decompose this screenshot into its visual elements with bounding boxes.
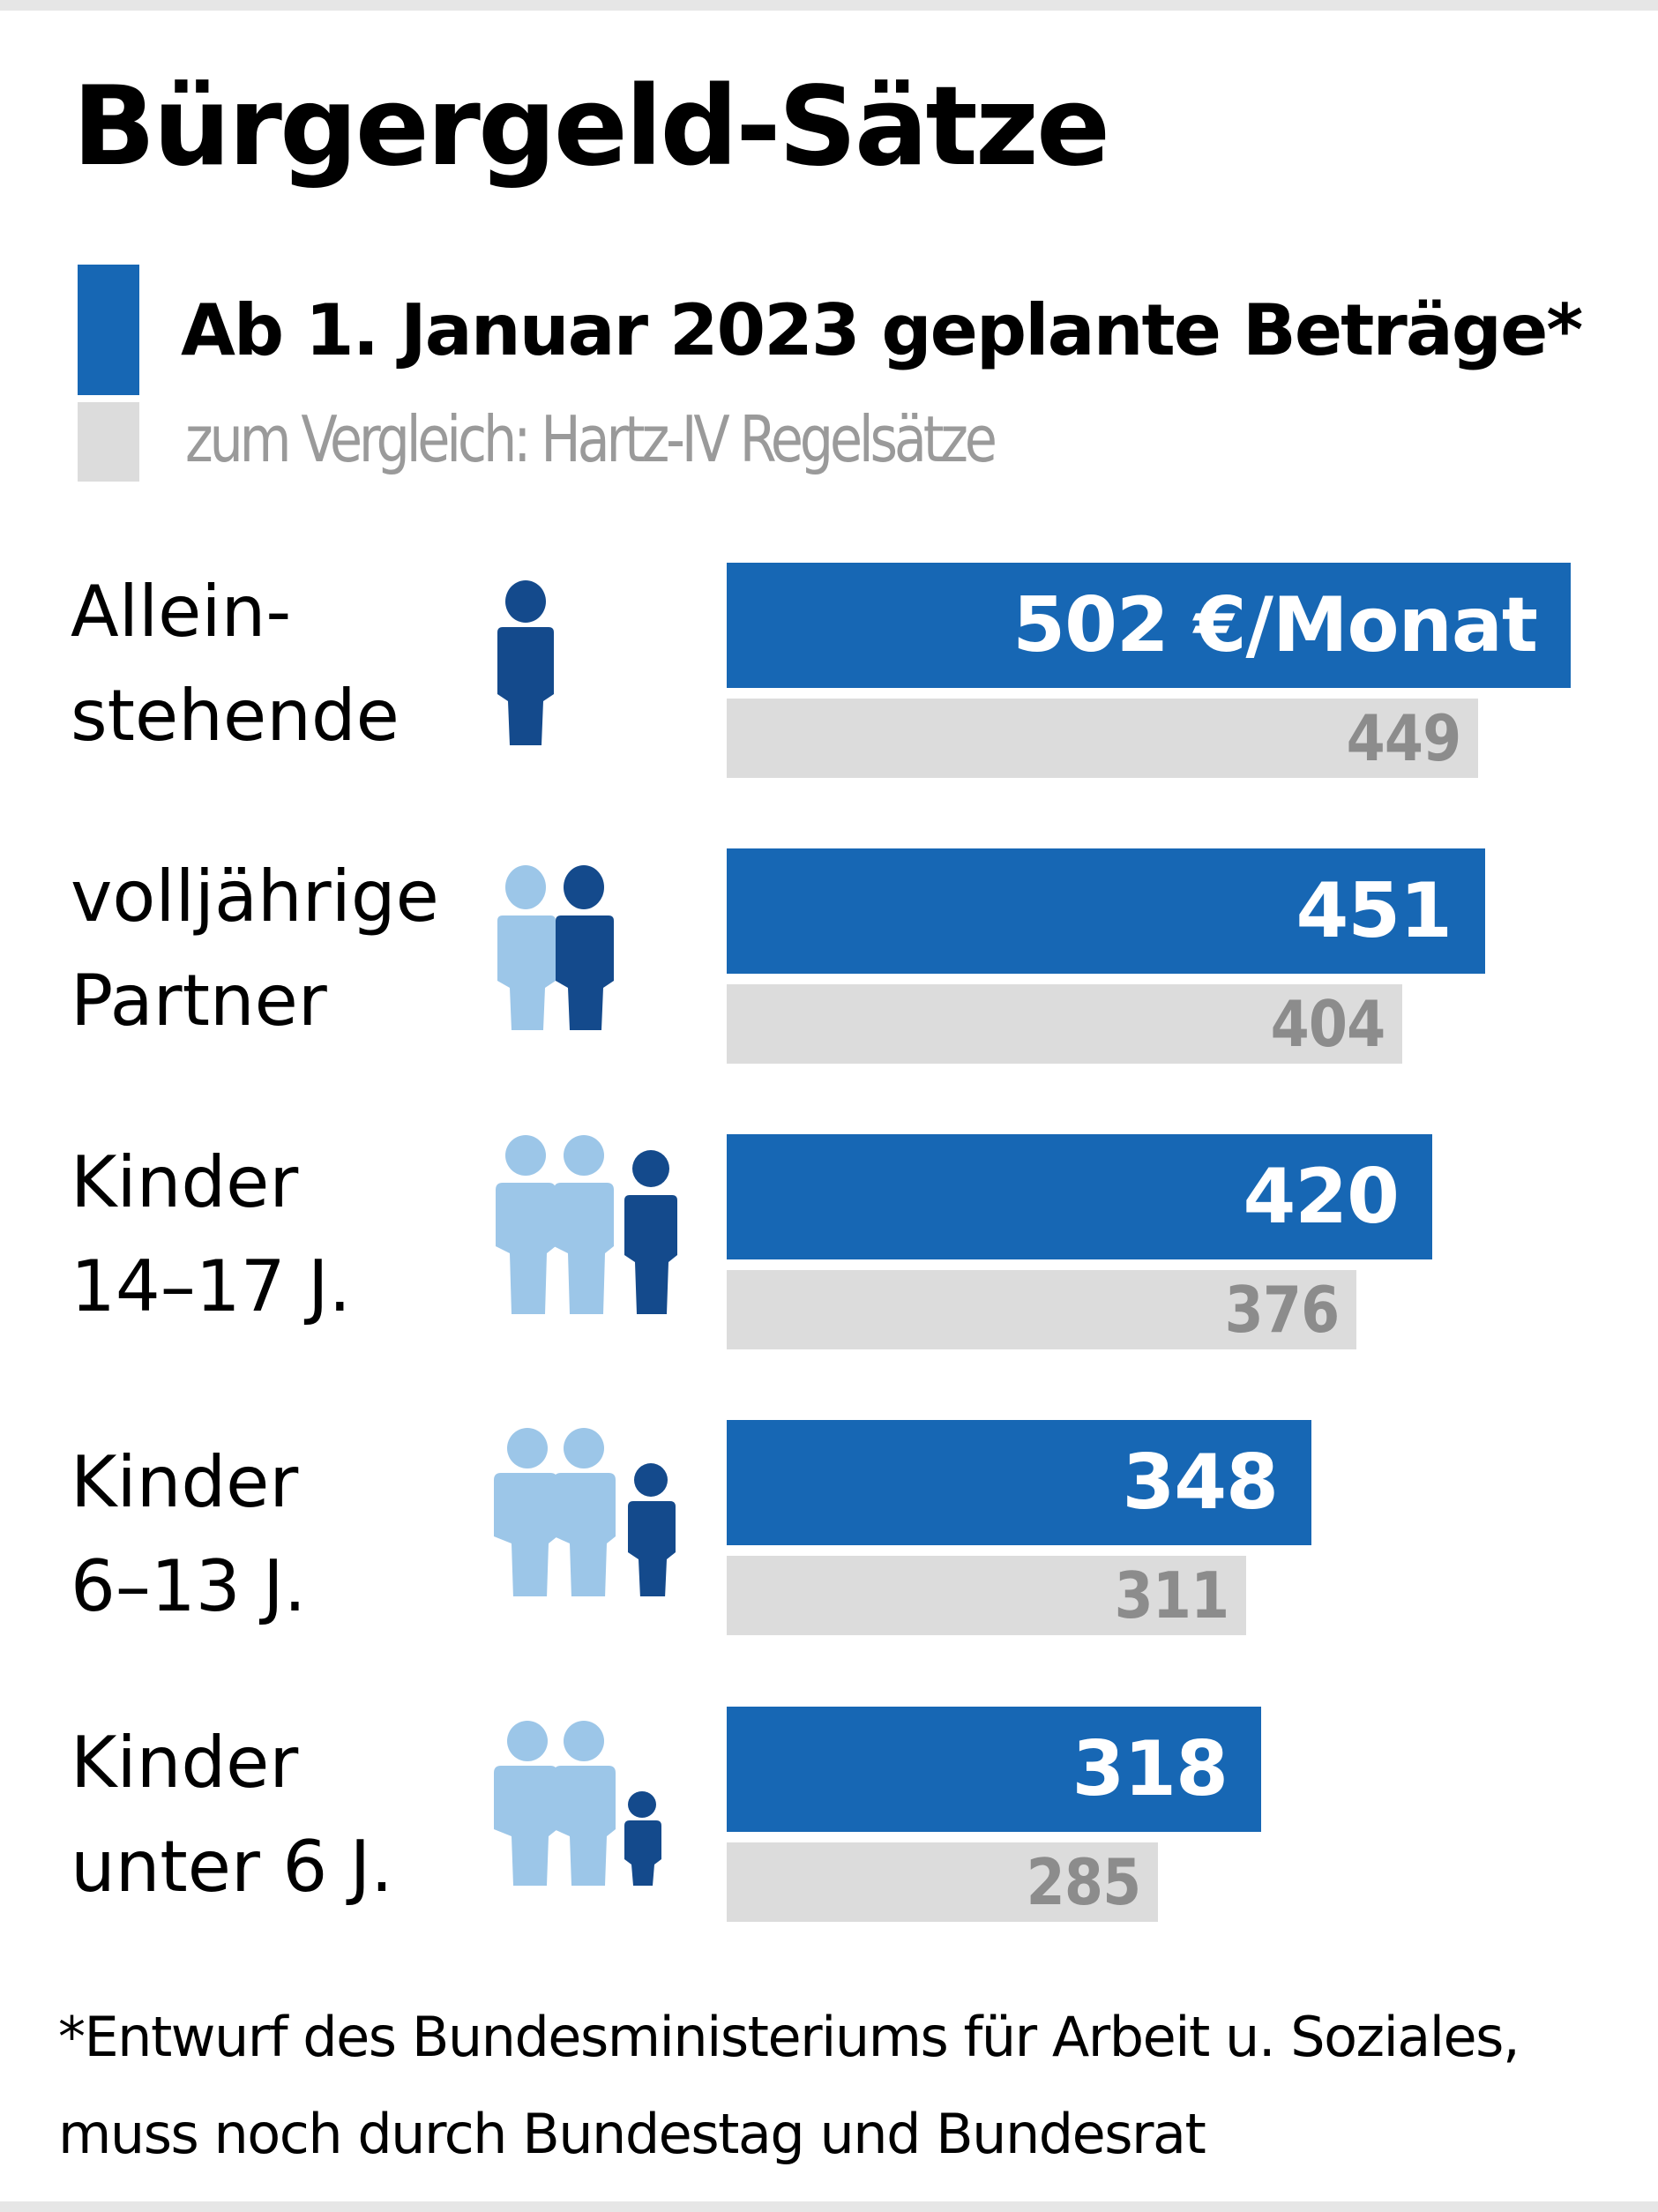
bar-value-old: 285 xyxy=(1026,1845,1141,1919)
single-adult-icon xyxy=(497,580,554,745)
legend-label-old: zum Vergleich: Hartz-IV Regelsätze xyxy=(185,402,997,476)
bar-value-new: 502 €/Monat xyxy=(1012,581,1538,669)
bar-old-kinder-14-17: 376 xyxy=(727,1270,1356,1349)
bar-value-new: 451 xyxy=(1296,867,1453,955)
bar-old-partner: 404 xyxy=(727,984,1402,1064)
adult-partner-icon xyxy=(497,865,614,1030)
bar-new-kinder-unter-6: 318 xyxy=(727,1707,1261,1832)
bar-value-old: 404 xyxy=(1270,987,1385,1061)
chart-title: Bürgergeld-Sätze xyxy=(72,64,1110,191)
bar-value-old: 311 xyxy=(1114,1558,1229,1633)
bar-new-alleinstehende: 502 €/Monat xyxy=(727,563,1571,688)
bar-value-new: 318 xyxy=(1072,1725,1229,1813)
row-label-partner: volljährige Partner xyxy=(71,856,439,1042)
bar-old-alleinstehende: 449 xyxy=(727,699,1478,778)
row-label-kinder-unter-6: Kinder unter 6 J. xyxy=(71,1722,393,1908)
bar-value-old: 376 xyxy=(1224,1273,1340,1347)
bar-value-old: 449 xyxy=(1346,701,1461,775)
bar-old-kinder-6-13: 311 xyxy=(727,1556,1246,1635)
bar-value-new: 420 xyxy=(1243,1153,1400,1241)
teen-child-icon xyxy=(496,1135,677,1314)
bottom-border xyxy=(0,2201,1658,2212)
school-child-icon xyxy=(494,1428,676,1596)
top-border xyxy=(0,0,1658,11)
footnote: *Entwurf des Bundesministeriums für Arbe… xyxy=(58,2005,1520,2166)
row-label-kinder-6-13: Kinder 6–13 J. xyxy=(71,1441,307,1627)
bar-new-kinder-14-17: 420 xyxy=(727,1134,1432,1259)
bar-value-new: 348 xyxy=(1122,1439,1279,1527)
legend-swatch-new xyxy=(78,265,139,395)
legend-label-new: Ab 1. Januar 2023 geplante Beträge* xyxy=(181,289,1583,371)
row-label-alleinstehende: Allein- stehende xyxy=(71,571,400,757)
row-label-kinder-14-17: Kinder 14–17 J. xyxy=(71,1141,352,1327)
small-child-icon xyxy=(494,1721,661,1886)
bar-new-partner: 451 xyxy=(727,848,1485,974)
bar-new-kinder-6-13: 348 xyxy=(727,1420,1311,1545)
legend-swatch-old xyxy=(78,402,139,482)
bar-old-kinder-unter-6: 285 xyxy=(727,1842,1158,1922)
